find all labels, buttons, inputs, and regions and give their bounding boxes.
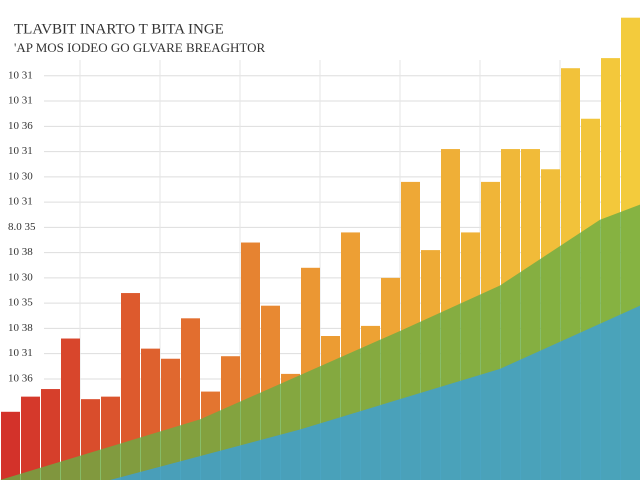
y-tick-label: 10 35 xyxy=(8,297,33,309)
y-tick-label: 10 30 xyxy=(8,170,33,182)
y-tick-label: 10 31 xyxy=(8,347,33,359)
y-tick-label: 8.0 35 xyxy=(8,221,36,233)
chart-subtitle: 'AP MOS IODEO GO GLVARE BREAGHTOR xyxy=(14,40,266,55)
bar xyxy=(1,411,20,480)
bar xyxy=(21,396,40,480)
y-tick-label: 10 31 xyxy=(8,145,33,157)
area xyxy=(110,305,640,480)
y-tick-label: 10 38 xyxy=(8,322,33,334)
y-tick-label: 10 31 xyxy=(8,196,33,208)
bar xyxy=(41,389,60,480)
bar xyxy=(121,293,140,480)
bar xyxy=(61,338,80,480)
y-tick-label: 10 38 xyxy=(8,246,33,258)
chart-title: TLAVBIT INARTO T BITA INGE xyxy=(14,21,224,37)
y-tick-label: 10 31 xyxy=(8,95,33,107)
y-tick-label: 10 36 xyxy=(8,120,33,132)
y-tick-label: 10 31 xyxy=(8,69,33,81)
y-tick-label: 10 36 xyxy=(8,372,33,384)
y-tick-label: 10 30 xyxy=(8,271,33,283)
